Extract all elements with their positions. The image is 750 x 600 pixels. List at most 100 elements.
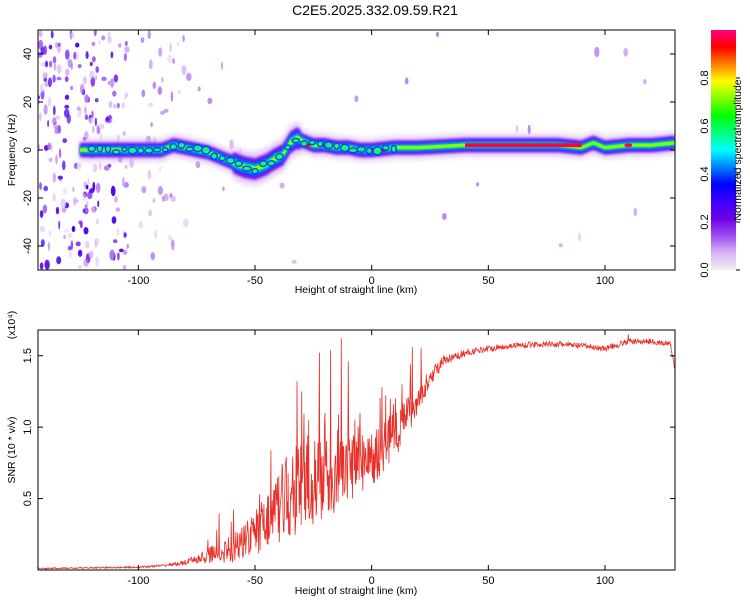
spectrogram-speckle-blob <box>56 256 62 265</box>
spectrogram-speckle-blob <box>97 200 100 208</box>
spectrogram-speckle-blob <box>52 193 56 202</box>
spectrogram-speckle-blob <box>85 51 89 59</box>
spectrogram-speckle-blob <box>62 188 68 196</box>
snr-panel: -100 -50 0 50 100 0.5 1.0 1.5 Height of straig… <box>6 311 676 597</box>
spectrogram-ridge-lump <box>251 167 259 175</box>
spectrogram-speckle-blob <box>40 239 45 247</box>
spectrogram-speckle-blob <box>112 90 117 97</box>
spectrogram-ridge-lump <box>192 143 203 153</box>
spectrogram-speckle-blob <box>98 162 102 170</box>
spectrogram-speckle-blob <box>229 139 234 150</box>
spectrogram-ridge-lump <box>111 148 121 156</box>
spectrogram-speckle-blob <box>58 148 62 159</box>
spectrogram-speckle-blob <box>56 45 62 54</box>
spectrogram-speckle-blob <box>181 65 187 76</box>
spectrogram-speckle-blob <box>84 114 89 121</box>
spectrogram-ridge-lump <box>284 144 292 151</box>
spectrogram-y-label: Frequency (Hz) <box>6 114 18 186</box>
spectrogram-speckle-blob <box>70 240 74 250</box>
spectrogram-speckle-blob <box>47 120 50 128</box>
spectrogram-speckle-blob <box>161 76 164 83</box>
spectrogram-speckle-blob <box>48 230 52 237</box>
spectrogram-speckle-blob <box>116 227 120 237</box>
spectrogram-speckle-blob <box>82 76 87 85</box>
spectrogram-speckle-blob <box>72 186 75 193</box>
spectrogram-speckle-blob <box>110 185 116 197</box>
spectrogram-speckle-blob <box>56 64 62 74</box>
spectrogram-speckle-blob <box>40 83 44 93</box>
spectrogram-speckle-blob <box>75 241 81 247</box>
spectrogram-speckle <box>38 30 647 270</box>
spectrogram-speckle-blob <box>163 108 169 113</box>
spectrogram-ridge-lump <box>127 146 138 155</box>
spectrogram-speckle-blob <box>95 238 100 246</box>
spectrogram-speckle-blob <box>110 51 114 59</box>
spectrogram-speckle-blob <box>126 244 129 249</box>
spectrogram-speckle-blob <box>124 232 127 238</box>
spectrogram-speckle-blob <box>48 157 53 163</box>
spectrogram-speckle-blob <box>170 91 174 102</box>
spectrogram-speckle-blob <box>52 117 57 126</box>
spectrogram-speckle-blob <box>70 62 73 71</box>
y-tick-label: 40 <box>22 48 34 60</box>
spectrogram-speckle-blob <box>44 259 50 270</box>
spectrogram-speckle-blob <box>220 61 224 70</box>
spectrogram-speckle-blob <box>62 138 67 144</box>
spectrogram-speckle-blob <box>436 31 439 38</box>
spectrogram-y-ticks: -40 -20 0 20 40 <box>22 48 675 254</box>
spectrogram-speckle-blob <box>84 204 88 209</box>
spectrogram-speckle-blob <box>63 234 66 240</box>
y-tick-label: -40 <box>22 238 34 254</box>
spectrogram-speckle-blob <box>48 77 52 88</box>
spectrogram-ridge-lump <box>266 160 276 167</box>
spectrogram-speckle-blob <box>163 193 169 202</box>
spectrogram-ridge-lump <box>308 139 317 146</box>
spectrogram-speckle-blob <box>197 86 201 92</box>
spectrogram-ridge <box>80 121 675 186</box>
spectrogram-speckle-blob <box>148 59 153 70</box>
spectrogram-x-ticks: -100 -50 0 50 100 <box>127 30 614 287</box>
spectrogram-speckle-blob <box>125 164 128 169</box>
spectrogram-speckle-blob <box>73 51 77 60</box>
spectrogram-speckle-blob <box>76 112 83 118</box>
spectrogram-speckle-blob <box>167 54 173 64</box>
spectrogram-ridge-lump <box>299 140 309 148</box>
spectrogram-speckle-blob <box>91 41 96 46</box>
spectrogram-speckle-blob <box>89 71 95 79</box>
x-tick-label: 100 <box>596 575 614 587</box>
spectrogram-speckle-blob <box>186 72 192 81</box>
spectrogram-ridge-lump <box>274 152 285 161</box>
x-tick-label: -50 <box>247 575 263 587</box>
colorbar-tick-label: 0.4 <box>699 166 711 181</box>
spectrogram-speckle-blob <box>38 39 44 50</box>
x-tick-label: -50 <box>247 275 263 287</box>
spectrogram-ridge-lump <box>347 147 359 154</box>
spectrogram-speckle-blob <box>47 142 52 150</box>
spectrogram-speckle-blob <box>124 40 128 47</box>
x-tick-label: 0 <box>369 575 375 587</box>
spectrogram-speckle-blob <box>124 46 130 53</box>
spectrogram-ridge-lump <box>234 160 244 168</box>
spectrogram-speckle-blob <box>110 249 115 260</box>
spectrogram-speckle-blob <box>64 76 69 82</box>
spectrogram-speckle-blob <box>107 81 111 85</box>
spectrogram-speckle-blob <box>52 172 56 183</box>
x-tick-label: 50 <box>482 575 494 587</box>
spectrogram-speckle-blob <box>43 45 48 56</box>
spectrogram-speckle-blob <box>207 97 213 105</box>
spectrogram-speckle-blob <box>195 161 201 169</box>
spectrogram-speckle-blob <box>92 163 98 173</box>
spectrogram-ridge-lump <box>356 145 367 153</box>
spectrogram-ridge-lump <box>225 156 236 165</box>
spectrogram-ridge-lump <box>104 144 112 154</box>
spectrogram-speckle-blob <box>109 78 115 88</box>
spectrogram-speckle-blob <box>85 240 90 249</box>
spectrogram-ridge-lump <box>120 146 128 153</box>
spectrogram-speckle-blob <box>182 34 185 43</box>
spectrogram-speckle-blob <box>354 95 359 103</box>
spectrogram-speckle-blob <box>114 196 118 203</box>
spectrogram-speckle-blob <box>106 116 109 121</box>
spectrogram-speckle-blob <box>74 199 79 203</box>
spectrogram-speckle-blob <box>71 225 76 233</box>
spectrogram-speckle-blob <box>77 64 82 69</box>
